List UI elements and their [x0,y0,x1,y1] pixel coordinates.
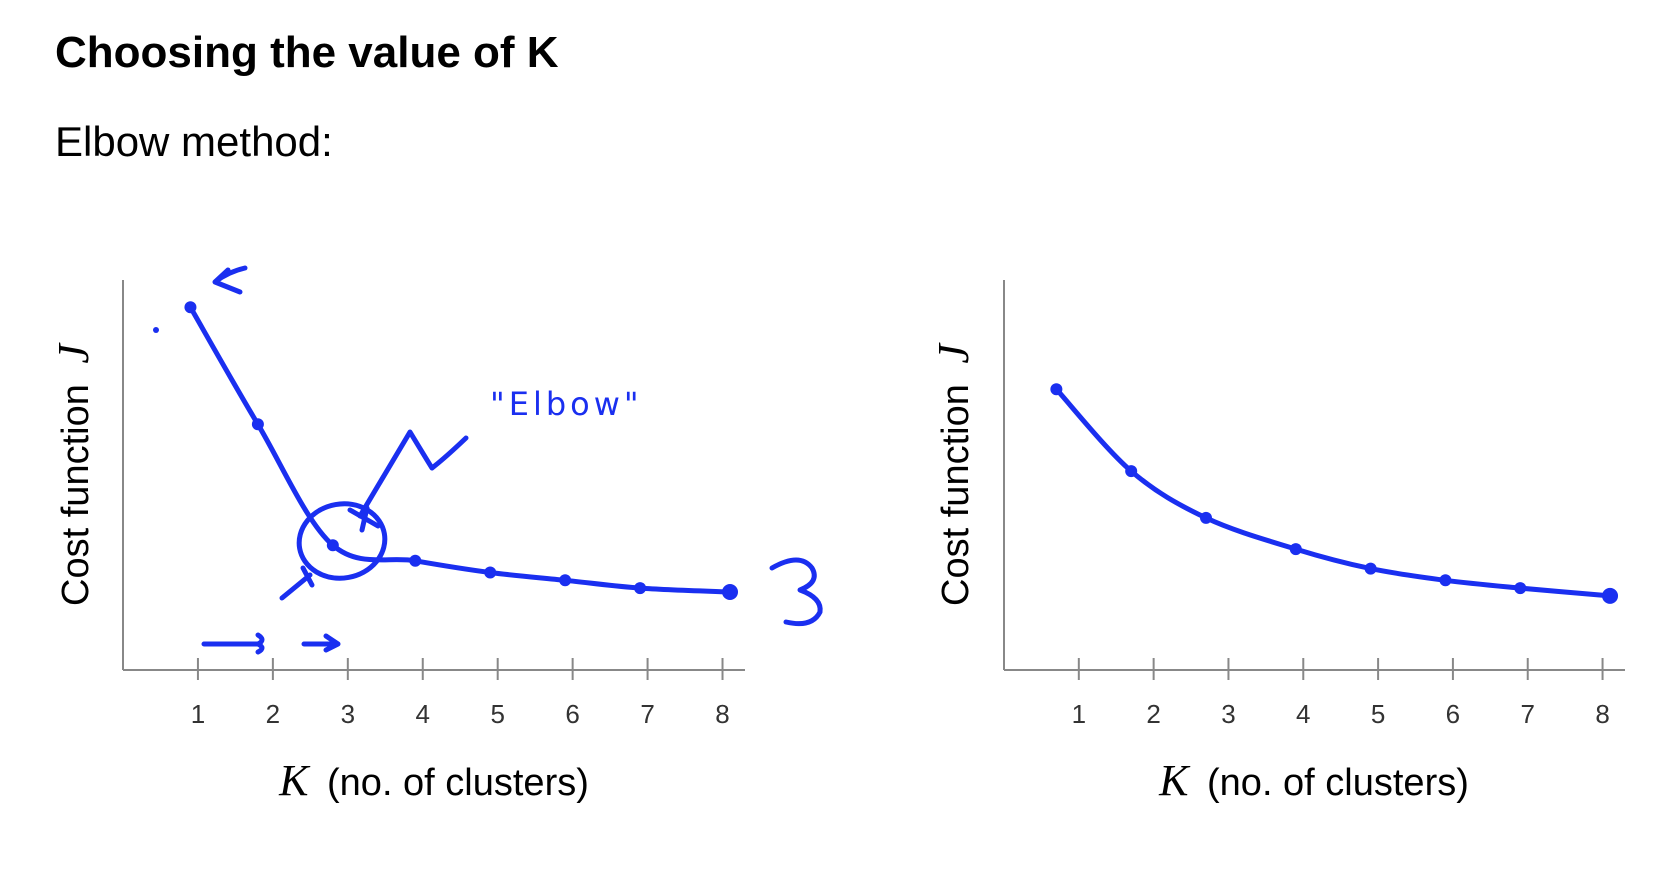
data-point-right-2 [1125,465,1138,478]
data-point-right-1 [1050,383,1063,396]
x-axis-label-left: K (no. of clusters) [278,756,589,805]
data-points-right [1050,383,1619,604]
y-axis-var-left: J [49,342,98,364]
chart-right: 1 2 3 4 5 6 7 8 Cost function J K (no. of clust… [929,280,1625,805]
x-tick-label-left-4: 4 [416,699,430,729]
ink-dot-icon [153,327,159,333]
data-point-left-4 [409,554,422,567]
y-axis-label-text-right: Cost function [935,384,977,606]
elbow-cross-icon [347,505,381,533]
data-point-right-4 [1289,543,1302,556]
data-point-left-8 [722,584,739,600]
svg-text:Cost function J: Cost function J [49,342,98,606]
x-tick-label-right-7: 7 [1521,699,1535,729]
x-tick-label-right-4: 4 [1296,699,1310,729]
cross-left-icon [279,565,315,601]
x-tick-label-left-1: 1 [191,699,205,729]
data-points-left [184,301,739,600]
data-point-left-6 [559,574,572,587]
x-axis-var-left: K [278,756,311,805]
x-tick-label-right-3: 3 [1221,699,1235,729]
y-axis-label-left: Cost function J [49,342,98,606]
y-axis-var-right: J [929,342,978,364]
series-line-right [1053,386,1613,599]
x-axis-label-right: K (no. of clusters) [1158,756,1469,805]
data-point-left-1 [184,301,197,314]
x-tick-label-left-2: 2 [266,699,280,729]
y-axis-label-right: Cost function J [929,342,978,606]
svg-text:Cost function J: Cost function J [929,342,978,606]
squiggle-3-icon [769,557,823,627]
x-tick-label-right-2: 2 [1146,699,1160,729]
start-arrow-icon [212,265,248,295]
x-tick-label-left-8: 8 [715,699,729,729]
x-tick-label-left-5: 5 [490,699,504,729]
data-point-left-3 [326,539,339,552]
x-axis-label-text-left: (no. of clusters) [327,762,589,804]
right-arrow-icon [201,632,265,655]
data-point-left-5 [484,566,497,579]
data-point-right-8 [1602,587,1619,604]
x-tick-label-right-1: 1 [1072,699,1086,729]
data-point-right-7 [1514,582,1527,595]
x-ticks-right: 1 2 3 4 5 6 7 8 [1072,658,1610,729]
data-point-right-5 [1364,562,1377,575]
x-tick-label-right-8: 8 [1595,699,1609,729]
data-point-right-3 [1200,511,1213,524]
right-arrow-icon-2 [301,633,341,653]
data-point-left-7 [634,582,647,595]
page-title: Choosing the value of K [55,28,559,77]
x-tick-label-right-6: 6 [1446,699,1460,729]
elbow-circle-icon [296,501,388,581]
page-subtitle: Elbow method: [55,118,333,165]
elbow-label: "Elbow" [490,385,643,423]
x-ticks-left: 1 2 3 4 5 6 7 8 [191,658,730,729]
x-tick-label-left-7: 7 [640,699,654,729]
x-tick-label-left-3: 3 [341,699,355,729]
data-point-right-6 [1439,574,1452,587]
elbow-pointer-icon [357,429,469,519]
series-line-left [187,304,733,595]
data-point-left-2 [251,418,264,431]
x-axis-var-right: K [1158,756,1191,805]
y-axis-label-text-left: Cost function [55,384,97,606]
x-tick-label-left-6: 6 [565,699,579,729]
x-axis-label-text-right: (no. of clusters) [1207,762,1469,804]
chart-left: 1 2 3 4 5 6 7 8 Cost function J K (no. of clust… [49,265,823,805]
x-tick-label-right-5: 5 [1371,699,1385,729]
